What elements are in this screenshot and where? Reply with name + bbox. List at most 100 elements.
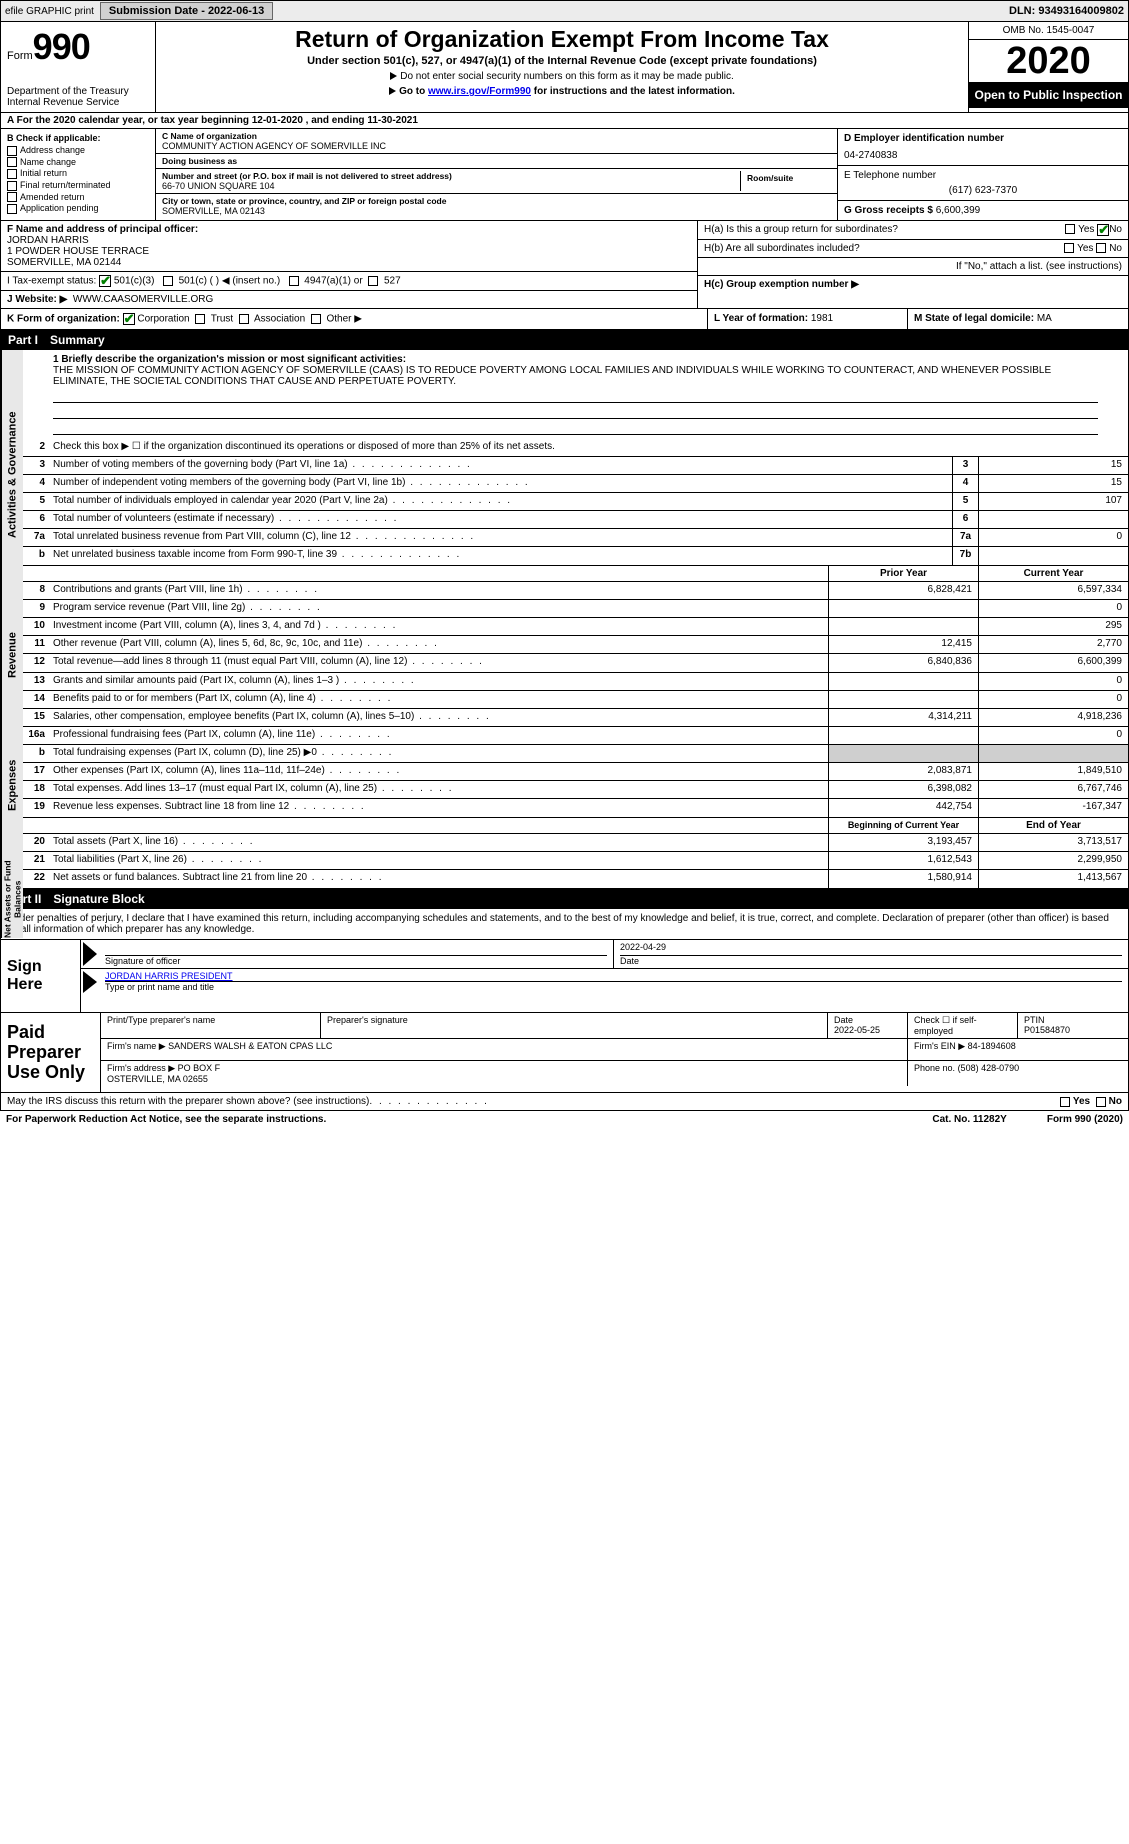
part1-summary: Activities & Governance 1 Briefly descri… [0, 350, 1129, 889]
tax-year: 2020 [969, 40, 1128, 82]
summary-row: 11Other revenue (Part VIII, column (A), … [23, 636, 1128, 654]
summary-row: 16aProfessional fundraising fees (Part I… [23, 727, 1128, 745]
rev-sidelabel: Revenue [1, 600, 23, 710]
form-subtitle: Under section 501(c), 527, or 4947(a)(1)… [164, 55, 960, 67]
paid-preparer-label: Paid Preparer Use Only [1, 1013, 101, 1092]
summary-row: 14Benefits paid to or for members (Part … [23, 691, 1128, 709]
chk-corporation[interactable] [123, 313, 135, 325]
chk-amended-return[interactable]: Amended return [7, 192, 149, 203]
preparer-row1: Print/Type preparer's name Preparer's si… [101, 1013, 1128, 1039]
officer-name-link[interactable]: JORDAN HARRIS PRESIDENT [105, 971, 233, 981]
chk-final-return[interactable]: Final return/terminated [7, 180, 149, 191]
summary-row: 8Contributions and grants (Part VIII, li… [23, 582, 1128, 600]
city-cell: City or town, state or province, country… [156, 194, 837, 218]
ein-value: 04-2740838 [844, 150, 1122, 161]
gross-receipts-cell: G Gross receipts $ 6,600,399 [838, 201, 1128, 220]
prior-current-header: Prior Year Current Year [23, 566, 1128, 582]
entity-block: B Check if applicable: Address change Na… [0, 129, 1129, 221]
paid-preparer-block: Paid Preparer Use Only Print/Type prepar… [0, 1013, 1129, 1093]
summary-row: 6Total number of volunteers (estimate if… [23, 511, 1128, 529]
summary-row: 3Number of voting members of the governi… [23, 457, 1128, 475]
summary-row: 15Salaries, other compensation, employee… [23, 709, 1128, 727]
summary-row: 7aTotal unrelated business revenue from … [23, 529, 1128, 547]
org-name-cell: C Name of organization COMMUNITY ACTION … [156, 129, 837, 154]
exp-sidelabel: Expenses [1, 710, 23, 860]
summary-row: 9Program service revenue (Part VIII, lin… [23, 600, 1128, 618]
form-id-block: Form990 Department of the Treasury Inter… [1, 22, 156, 112]
hb-yes[interactable] [1064, 243, 1074, 253]
chk-other[interactable] [311, 314, 321, 324]
summary-row: 22Net assets or fund balances. Subtract … [23, 870, 1128, 888]
treasury-label: Department of the Treasury Internal Reve… [7, 86, 149, 108]
discuss-yes[interactable] [1060, 1097, 1070, 1107]
section-c: C Name of organization COMMUNITY ACTION … [156, 129, 838, 220]
form-title-block: Return of Organization Exempt From Incom… [156, 22, 968, 112]
summary-row: 5Total number of individuals employed in… [23, 493, 1128, 511]
chk-application-pending[interactable]: Application pending [7, 203, 149, 214]
form-number: 990 [33, 26, 90, 67]
chk-association[interactable] [239, 314, 249, 324]
submission-date-button[interactable]: Submission Date - 2022-06-13 [100, 2, 273, 20]
hb-no[interactable] [1096, 243, 1106, 253]
chk-501c3[interactable] [99, 275, 111, 287]
fhj-block: F Name and address of principal officer:… [0, 221, 1129, 309]
section-hb-note: If "No," attach a list. (see instruction… [698, 258, 1128, 276]
section-j: J Website: ▶ WWW.CAASOMERVILLE.ORG [1, 291, 697, 308]
gross-receipts-value: 6,600,399 [936, 205, 981, 216]
preparer-row2: Firm's name ▶ SANDERS WALSH & EATON CPAS… [101, 1039, 1128, 1061]
summary-row: bTotal fundraising expenses (Part IX, co… [23, 745, 1128, 763]
summary-row: 13Grants and similar amounts paid (Part … [23, 673, 1128, 691]
section-i: I Tax-exempt status: 501(c)(3) 501(c) ( … [1, 272, 697, 291]
chk-initial-return[interactable]: Initial return [7, 168, 149, 179]
goto-line: Go to www.irs.gov/Form990 for instructio… [164, 86, 960, 97]
omb-number: OMB No. 1545-0047 [969, 22, 1128, 40]
discuss-no[interactable] [1096, 1097, 1106, 1107]
chk-address-change[interactable]: Address change [7, 145, 149, 156]
chk-trust[interactable] [195, 314, 205, 324]
part1-header: Part ISummary [0, 330, 1129, 350]
chk-4947[interactable] [289, 276, 299, 286]
chk-name-change[interactable]: Name change [7, 157, 149, 168]
discuss-row: May the IRS discuss this return with the… [0, 1093, 1129, 1111]
sign-here-block: Sign Here Signature of officer 2022-04-2… [0, 940, 1129, 1013]
summary-row: 19Revenue less expenses. Subtract line 1… [23, 799, 1128, 817]
part2-header: Part IISignature Block [0, 889, 1129, 909]
section-de: D Employer identification number 04-2740… [838, 129, 1128, 220]
ein-cell: D Employer identification number 04-2740… [838, 129, 1128, 166]
summary-row: 10Investment income (Part VIII, column (… [23, 618, 1128, 636]
chk-527[interactable] [368, 276, 378, 286]
phone-value: (617) 623-7370 [844, 185, 1122, 196]
preparer-row3: Firm's address ▶ PO BOX F OSTERVILLE, MA… [101, 1061, 1128, 1086]
section-f: F Name and address of principal officer:… [1, 221, 697, 272]
website-value: WWW.CAASOMERVILLE.ORG [73, 294, 213, 305]
triangle-icon [389, 87, 396, 95]
instructions-link[interactable]: www.irs.gov/Form990 [428, 86, 531, 97]
summary-row: 18Total expenses. Add lines 13–17 (must … [23, 781, 1128, 799]
firm-name: SANDERS WALSH & EATON CPAS LLC [168, 1041, 332, 1051]
section-hc: H(c) Group exemption number ▶ [698, 276, 1128, 293]
arrow-icon [83, 942, 97, 966]
ha-yes[interactable] [1065, 224, 1075, 234]
summary-row: 21Total liabilities (Part X, line 26)1,6… [23, 852, 1128, 870]
street-cell: Number and street (or P.O. box if mail i… [156, 169, 837, 194]
section-b: B Check if applicable: Address change Na… [1, 129, 156, 220]
gov-sidelabel: Activities & Governance [1, 350, 23, 600]
signature-date-cell: 2022-04-29 Date [614, 940, 1128, 968]
officer-name-cell: JORDAN HARRIS PRESIDENT Type or print na… [99, 969, 1128, 995]
triangle-icon [390, 72, 397, 80]
form-footer: Form 990 (2020) [1047, 1114, 1123, 1125]
ptin-value: P01584870 [1024, 1025, 1070, 1035]
catalog-number: Cat. No. 11282Y [932, 1114, 1006, 1125]
dba-cell: Doing business as [156, 154, 837, 169]
section-m: M State of legal domicile: MA [908, 309, 1128, 329]
jurat-text: Under penalties of perjury, I declare th… [0, 909, 1129, 940]
firm-ein: 84-1894608 [968, 1041, 1016, 1051]
ha-no[interactable] [1097, 224, 1109, 236]
sign-here-label: Sign Here [1, 940, 81, 1012]
ssn-note: Do not enter social security numbers on … [164, 71, 960, 82]
form-word: Form [7, 50, 33, 62]
chk-501c[interactable] [163, 276, 173, 286]
arrow-icon [83, 971, 97, 993]
mission-text: THE MISSION OF COMMUNITY ACTION AGENCY O… [53, 365, 1051, 387]
section-hb: H(b) Are all subordinates included? Yes … [698, 240, 1128, 258]
